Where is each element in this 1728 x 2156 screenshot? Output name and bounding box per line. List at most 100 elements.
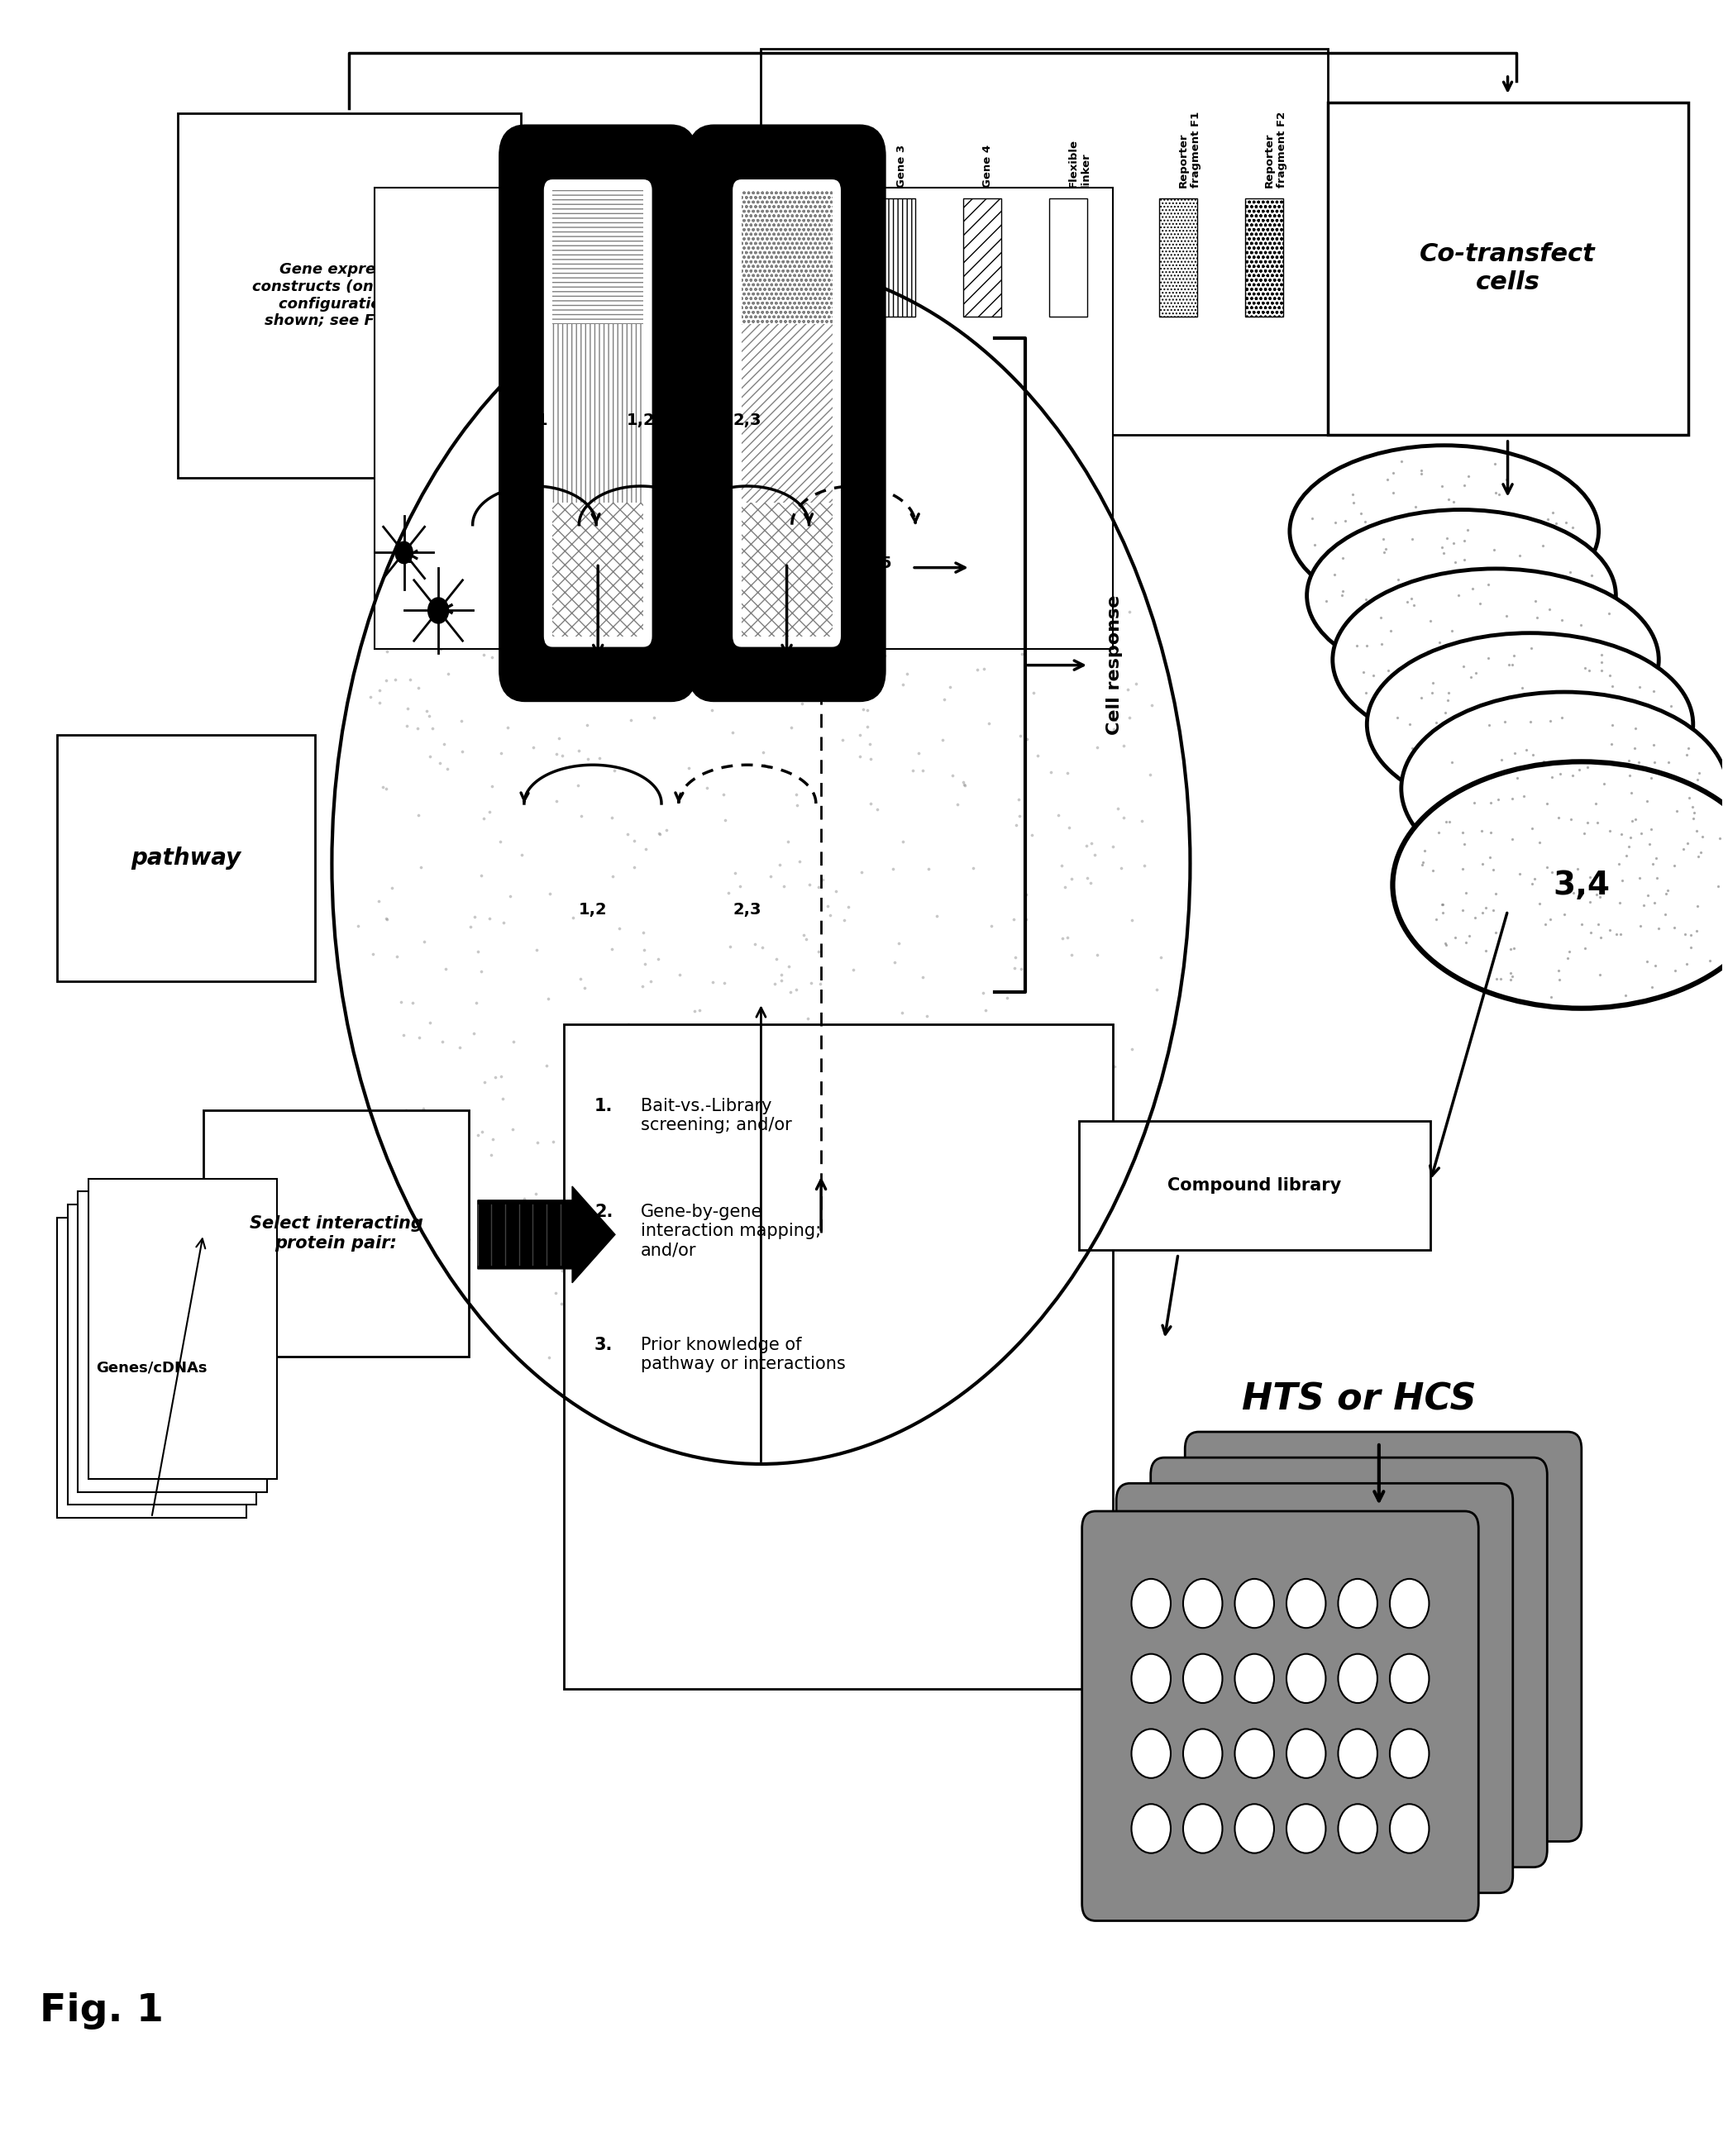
Circle shape	[1132, 1654, 1172, 1703]
Point	[1521, 860, 1548, 895]
Point	[962, 1160, 990, 1194]
Point	[971, 651, 999, 686]
Point	[378, 871, 406, 906]
Point	[937, 1244, 964, 1279]
Point	[664, 543, 691, 578]
Bar	[88, 1179, 276, 1479]
Point	[817, 1048, 845, 1082]
Point	[816, 899, 843, 934]
Circle shape	[1493, 1574, 1533, 1623]
Point	[804, 1080, 831, 1115]
Point	[848, 856, 876, 890]
Point	[1439, 573, 1467, 608]
Point	[1001, 420, 1028, 455]
Point	[1657, 776, 1685, 811]
Point	[468, 955, 496, 990]
Point	[1455, 586, 1483, 621]
Point	[734, 1253, 762, 1287]
Circle shape	[1218, 1701, 1256, 1751]
Point	[582, 464, 610, 498]
Point	[565, 621, 593, 655]
Point	[1536, 593, 1564, 627]
Point	[919, 1294, 947, 1328]
Point	[1467, 645, 1495, 679]
Point	[1510, 552, 1538, 586]
Point	[358, 679, 385, 714]
Point	[569, 627, 596, 662]
Point	[788, 686, 816, 720]
Point	[651, 492, 679, 526]
Point	[607, 638, 634, 673]
Point	[1630, 888, 1657, 923]
Point	[626, 1194, 653, 1229]
Point	[976, 502, 1004, 537]
Text: 1,2: 1,2	[627, 412, 655, 429]
Circle shape	[1337, 1649, 1377, 1699]
Point	[1013, 877, 1040, 912]
Point	[916, 369, 943, 403]
Point	[425, 498, 453, 533]
Point	[1351, 675, 1379, 709]
Point	[1688, 819, 1716, 854]
Point	[594, 1216, 622, 1250]
Point	[1676, 918, 1704, 953]
Point	[923, 899, 950, 934]
Point	[994, 981, 1021, 1015]
Point	[543, 737, 570, 772]
Text: 1.: 1.	[594, 1097, 613, 1115]
Point	[1484, 783, 1512, 817]
Point	[641, 1024, 669, 1059]
Point	[1521, 800, 1548, 834]
Point	[577, 1330, 605, 1365]
Point	[914, 367, 942, 401]
Point	[883, 595, 911, 630]
Text: Prior knowledge of
pathway or interactions: Prior knowledge of pathway or interactio…	[641, 1337, 845, 1373]
Point	[812, 332, 840, 367]
Point	[1519, 569, 1547, 604]
Point	[1640, 759, 1668, 793]
Point	[1433, 804, 1460, 839]
Point	[1572, 750, 1600, 785]
Point	[1598, 727, 1626, 761]
Point	[793, 272, 821, 306]
Point	[598, 390, 626, 425]
Point	[1616, 759, 1643, 793]
Point	[959, 852, 987, 886]
Point	[854, 709, 881, 744]
Point	[867, 1350, 895, 1384]
Text: Reporter
fragment F2: Reporter fragment F2	[1263, 112, 1287, 188]
Point	[950, 1065, 978, 1100]
Circle shape	[1424, 1626, 1464, 1675]
Point	[632, 832, 660, 867]
Point	[1429, 886, 1457, 921]
Point	[1427, 888, 1455, 923]
Point	[807, 505, 835, 539]
Point	[1400, 589, 1427, 623]
Point	[783, 776, 810, 811]
Point	[1559, 509, 1586, 543]
Point	[487, 1059, 515, 1093]
Point	[429, 1024, 456, 1059]
Point	[726, 1022, 753, 1056]
Point	[430, 1169, 458, 1203]
Point	[828, 1188, 855, 1222]
Point	[1462, 696, 1490, 731]
Point	[574, 707, 601, 742]
Point	[1498, 959, 1526, 994]
Point	[1498, 780, 1526, 815]
Circle shape	[1286, 1578, 1325, 1628]
Point	[1571, 815, 1598, 849]
Point	[451, 1095, 479, 1130]
Point	[1552, 759, 1579, 793]
Point	[593, 1151, 620, 1186]
Point	[368, 770, 396, 804]
Point	[1085, 599, 1113, 634]
Point	[1101, 711, 1128, 746]
Point	[413, 694, 441, 729]
Point	[1555, 858, 1583, 893]
Point	[1683, 761, 1711, 796]
Point	[835, 1302, 862, 1337]
Point	[705, 1171, 733, 1205]
Point	[793, 1000, 821, 1035]
Point	[489, 906, 517, 940]
